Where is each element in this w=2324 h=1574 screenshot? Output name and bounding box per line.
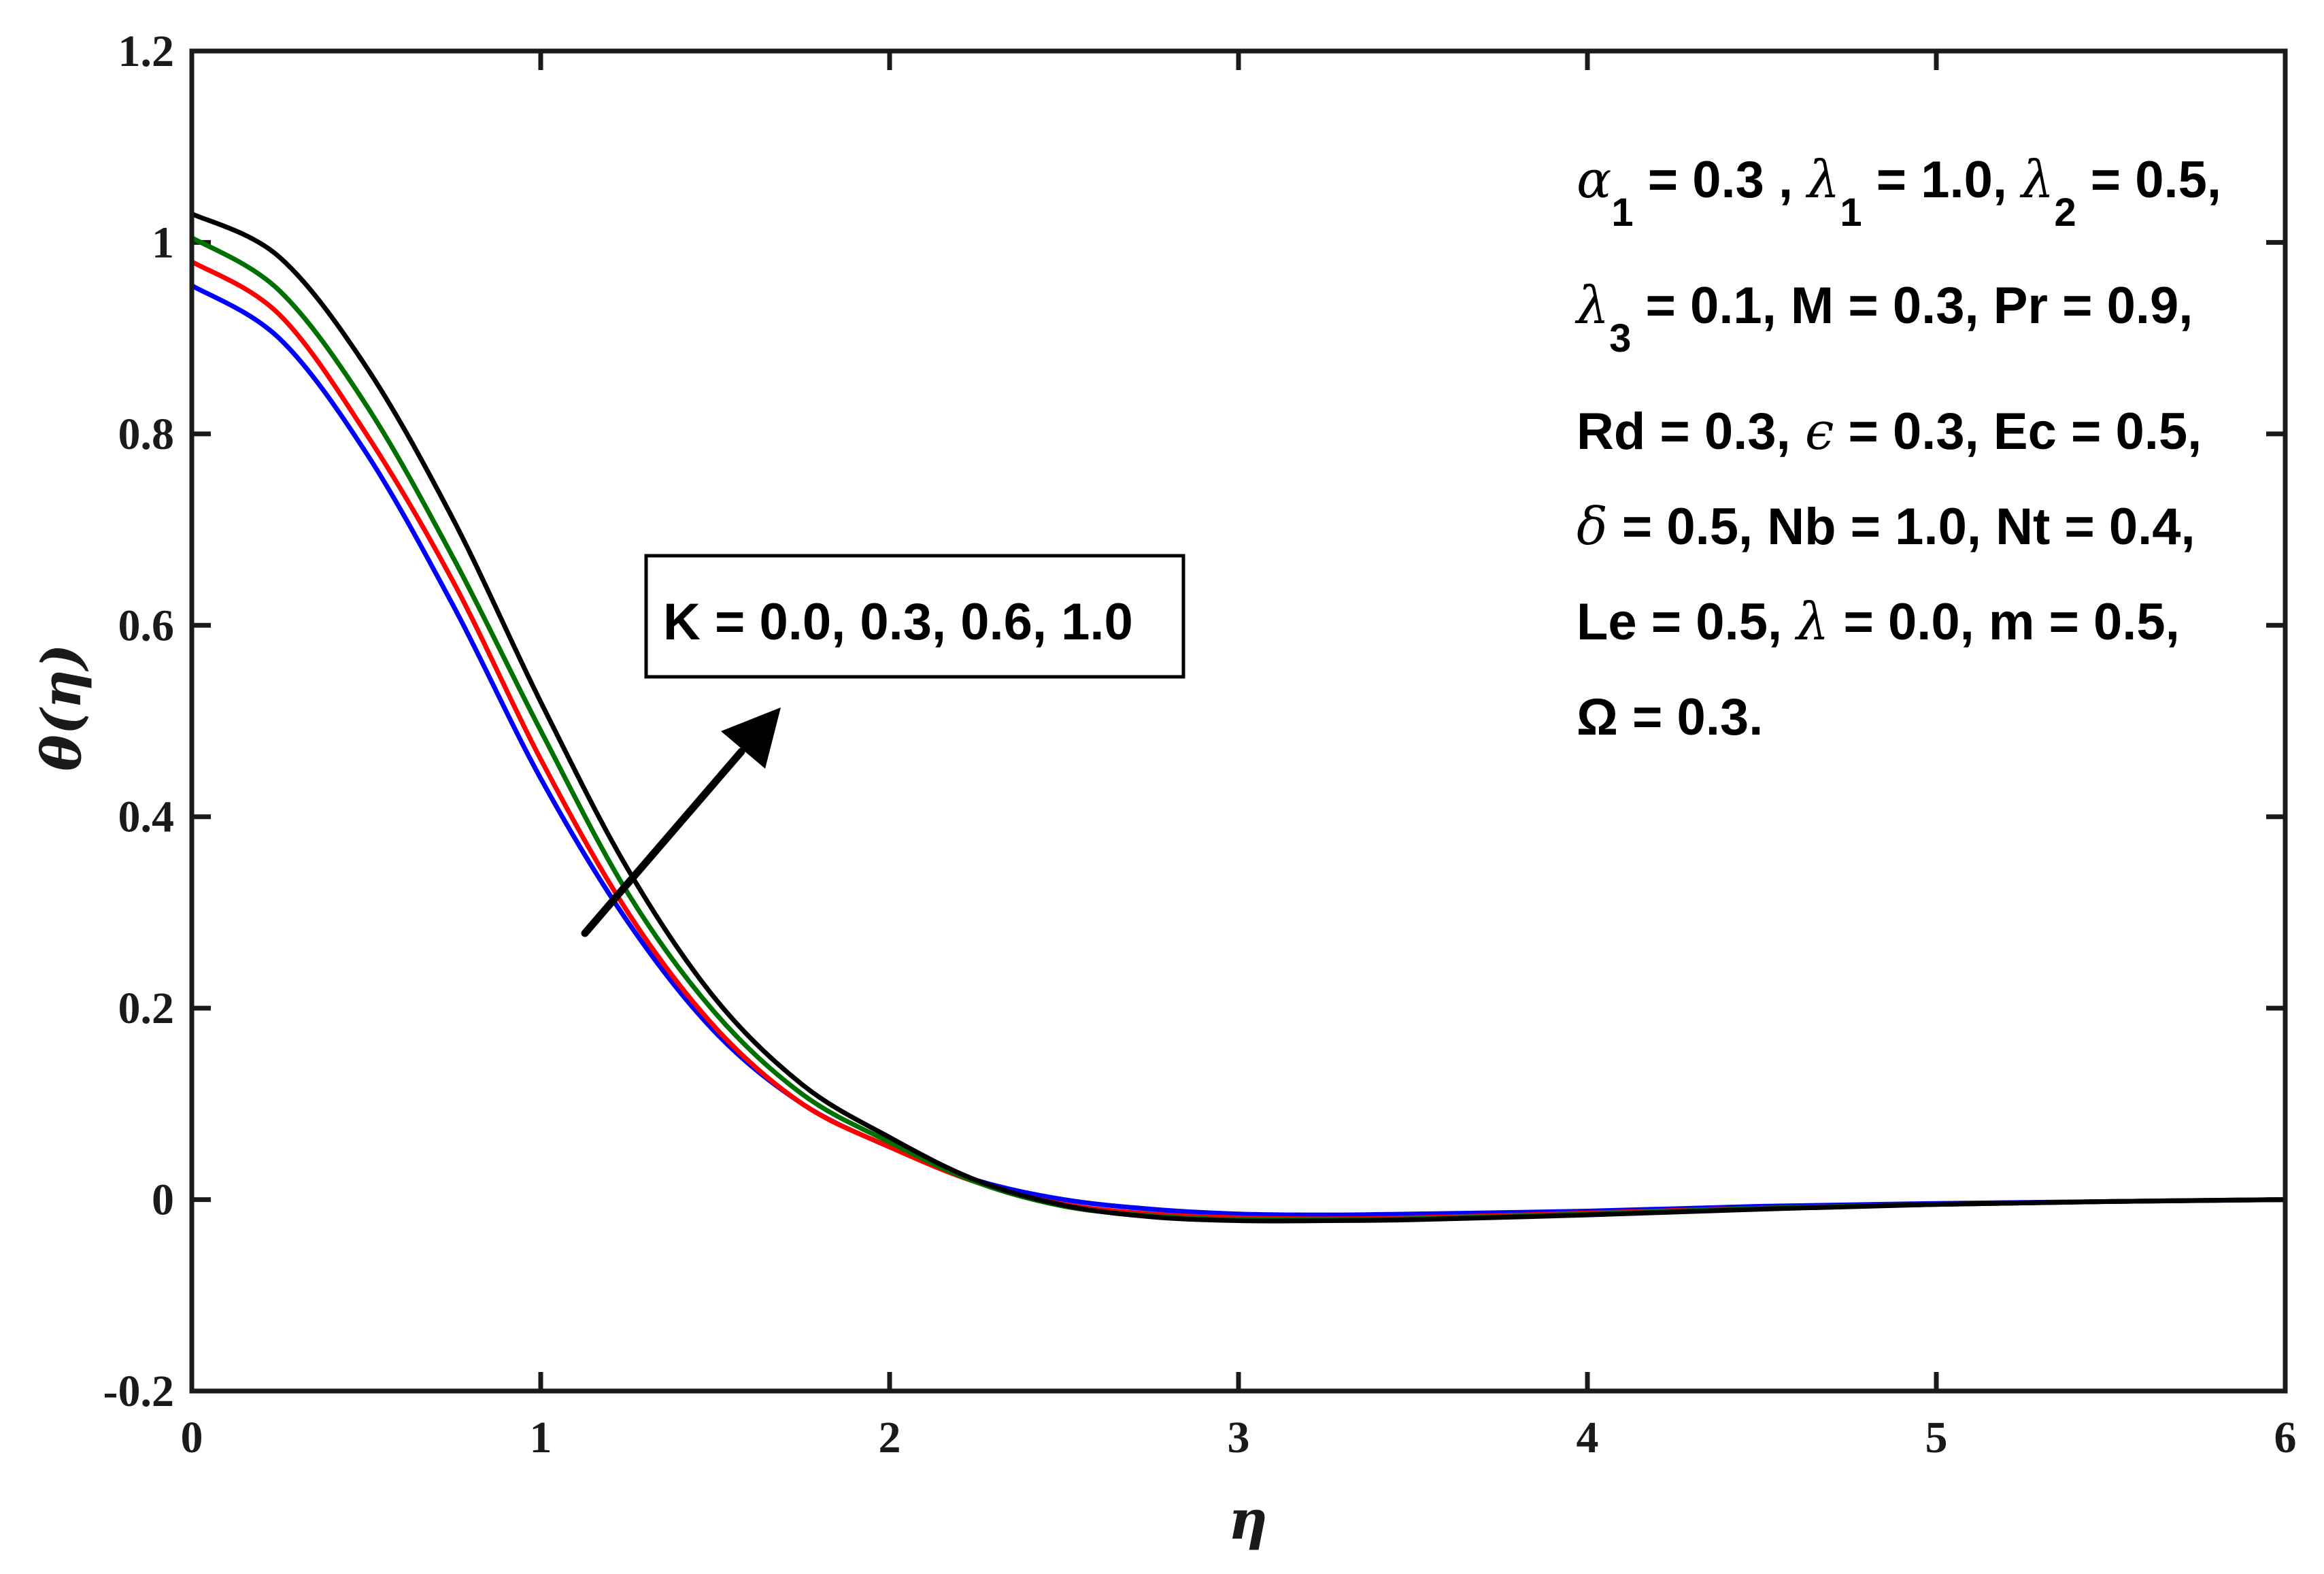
x-tick-label: 5: [1925, 1413, 1948, 1462]
y-tick-label: 0.4: [118, 792, 175, 842]
k-annotation: K = 0.0, 0.3, 0.6, 1.0: [644, 554, 1185, 679]
parameter-list: α1 = 0.3 , λ1 = 1.0, λ2 = 0.5, λ3 = 0.1,…: [1574, 149, 2221, 746]
increase-arrow: [581, 707, 781, 937]
arrow-head: [721, 707, 781, 769]
param-line-4: δ = 0.5, Nb = 1.0, Nt = 0.4,: [1577, 496, 2195, 556]
k-annotation-box: [644, 554, 1185, 679]
param-line-2: λ3 = 0.1, M = 0.3, Pr = 0.9,: [1574, 275, 2193, 361]
y-tick-label: 0: [152, 1175, 174, 1225]
y-tick-label: 1.2: [118, 27, 175, 76]
y-tick-label: 0.2: [118, 984, 175, 1033]
param-line-1: α1 = 0.3 , λ1 = 1.0, λ2 = 0.5,: [1577, 149, 2221, 235]
param-line-3: Rd = 0.3, ϵ = 0.3, Ec = 0.5,: [1577, 401, 2202, 461]
k-annotation-text: K = 0.0, 0.3, 0.6, 1.0: [663, 593, 1133, 651]
x-tick-label: 0: [181, 1413, 203, 1462]
x-tick-label: 6: [2274, 1413, 2297, 1462]
y-tick-label: 0.8: [118, 409, 175, 459]
x-axis-label: η: [1228, 1488, 1268, 1552]
arrow-shaft: [581, 748, 745, 937]
y-tick-label: -0.2: [103, 1367, 174, 1416]
x-tick-label: 1: [530, 1413, 552, 1462]
series-line-4: [190, 212, 2286, 1224]
data-series: [190, 212, 2286, 1224]
y-tick-label: 1: [152, 218, 174, 267]
y-tick-label: 0.6: [118, 601, 175, 650]
y-axis-label: θ(η): [29, 643, 93, 771]
x-tick-label: 4: [1577, 1413, 1599, 1462]
plot-area-frame: [189, 48, 2288, 1394]
x-tick-label: 3: [1228, 1413, 1250, 1462]
param-line-5: Le = 0.5, λ = 0.0, m = 0.5,: [1577, 591, 2180, 652]
axis-tick-labels: 0 1 2 3 4 5 6-0.200.20.40.60.811.2: [103, 27, 2297, 1462]
x-tick-label: 2: [879, 1413, 901, 1462]
param-line-6: Ω = 0.3.: [1577, 688, 1763, 746]
alpha-symbol: α: [1577, 149, 1611, 210]
